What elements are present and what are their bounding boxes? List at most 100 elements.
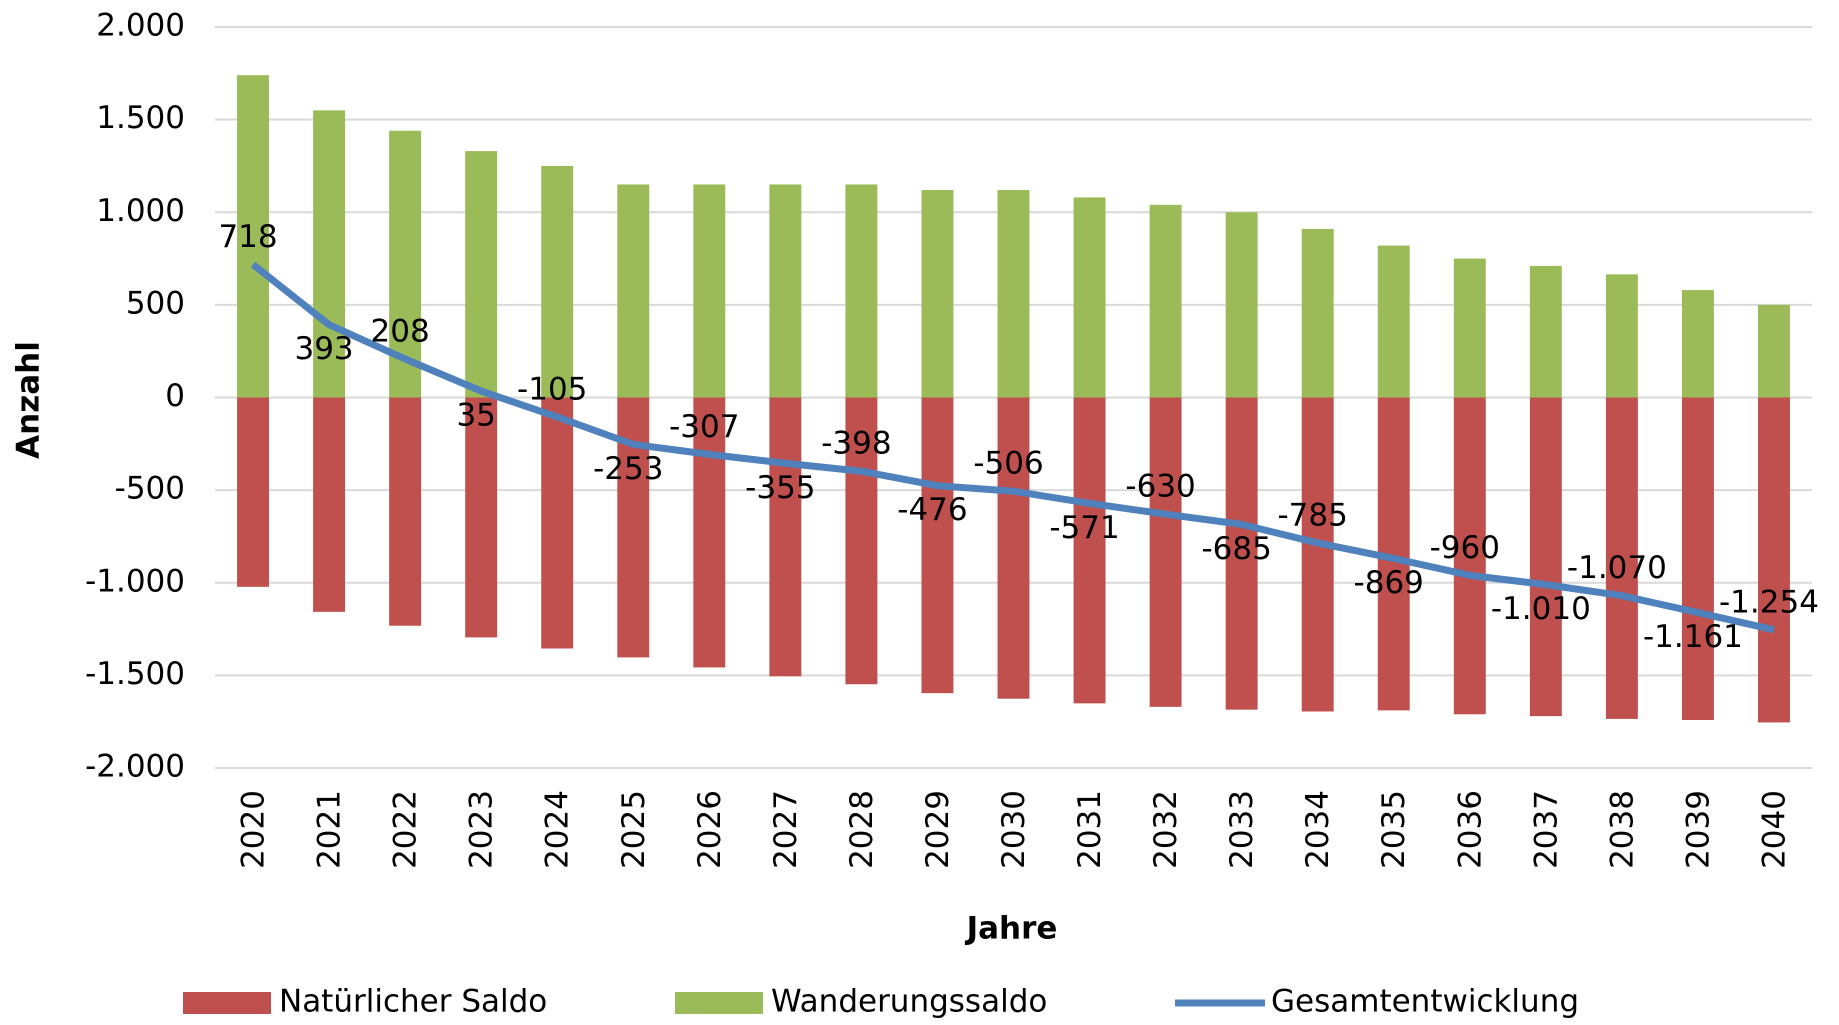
data-label: -476 [897, 492, 967, 528]
legend-label: Gesamtentwicklung [1271, 984, 1579, 1020]
x-tick-label: 2029 [920, 790, 956, 869]
x-tick-label: 2024 [540, 790, 576, 869]
data-label: -785 [1278, 497, 1348, 533]
x-tick-label: 2036 [1452, 790, 1488, 869]
bar [1301, 397, 1334, 712]
data-label: -1.161 [1643, 619, 1743, 655]
bar [997, 190, 1030, 398]
data-label: -307 [669, 409, 739, 445]
x-tick-label: 2025 [616, 790, 652, 869]
bar [465, 397, 498, 638]
bar [1681, 290, 1714, 398]
x-tick-label: 2030 [996, 790, 1032, 869]
bar [693, 397, 726, 668]
data-label: 718 [218, 219, 277, 255]
data-label: -355 [745, 470, 815, 506]
bar [1758, 304, 1790, 398]
y-tick-label: 1.500 [96, 100, 185, 136]
y-tick-label: -2.000 [85, 749, 185, 785]
bar [1301, 228, 1334, 398]
line [250, 261, 1775, 634]
bar [1377, 245, 1410, 398]
data-label: 393 [294, 331, 353, 367]
bar [541, 397, 574, 649]
bar [1605, 397, 1638, 719]
data-label: -571 [1049, 510, 1119, 546]
legend-label: Wanderungssaldo [771, 984, 1047, 1020]
x-tick-label: 2021 [312, 790, 348, 869]
x-tick-label: 2032 [1148, 790, 1184, 869]
y-tick-label: 500 [126, 285, 185, 321]
data-label: -253 [593, 451, 663, 487]
bar [1073, 197, 1106, 398]
y-tick-label: -1.000 [85, 563, 185, 599]
legend-swatch [675, 992, 763, 1014]
x-tick-label: 2040 [1756, 790, 1792, 869]
data-label: -960 [1430, 530, 1500, 566]
bar [921, 190, 954, 398]
data-label: -869 [1354, 565, 1424, 601]
x-tick-label: 2031 [1072, 790, 1108, 869]
bar [1529, 397, 1562, 717]
bar [845, 184, 878, 398]
bar [1453, 397, 1486, 715]
y-tick-label: -500 [115, 471, 185, 507]
bar [1073, 397, 1106, 704]
bar [1225, 212, 1258, 398]
x-tick-label: 2020 [236, 790, 272, 869]
data-label: -398 [821, 426, 891, 462]
bar [769, 397, 802, 677]
bar [237, 397, 269, 587]
y-tick-label: -1.500 [85, 656, 185, 692]
bar [1149, 397, 1182, 707]
data-label: -1.070 [1567, 550, 1667, 586]
bar [997, 397, 1030, 699]
bar [617, 184, 650, 398]
data-label: -630 [1125, 469, 1195, 505]
data-label: 35 [456, 398, 495, 434]
data-label: -1.010 [1491, 591, 1591, 627]
bar [1453, 258, 1486, 398]
bar [617, 397, 650, 658]
y-axis-title: Anzahl [11, 341, 47, 459]
bar [389, 397, 422, 626]
x-tick-label: 2028 [844, 790, 880, 869]
x-axis-title: Jahre [965, 911, 1058, 947]
y-tick-label: 0 [165, 378, 185, 414]
bar [1149, 204, 1182, 398]
bar [541, 165, 574, 398]
x-tick-label: 2022 [388, 790, 424, 869]
x-tick-label: 2034 [1300, 790, 1336, 869]
x-tick-label: 2039 [1680, 790, 1716, 869]
bar [465, 151, 498, 398]
bar [845, 397, 878, 685]
bar [1605, 274, 1638, 398]
bar [237, 75, 269, 398]
legend-label: Natürlicher Saldo [279, 984, 547, 1020]
data-label: 208 [371, 313, 430, 349]
bar [313, 110, 346, 398]
data-label: -506 [973, 446, 1043, 482]
legend-swatch [183, 992, 271, 1014]
x-tick-label: 2026 [692, 790, 728, 869]
data-label: -105 [517, 371, 587, 407]
x-tick-label: 2033 [1224, 790, 1260, 869]
bar [1225, 397, 1258, 710]
x-tick-label: 2038 [1604, 790, 1640, 869]
x-tick-label: 2023 [464, 790, 500, 869]
bar [313, 397, 346, 612]
x-tick-label: 2035 [1376, 790, 1412, 869]
x-tick-label: 2037 [1528, 790, 1564, 869]
y-tick-label: 1.000 [96, 193, 185, 229]
data-label: -1.254 [1719, 584, 1819, 620]
bar [769, 184, 802, 398]
bar [693, 184, 726, 398]
bar [1529, 265, 1562, 398]
bar [1681, 397, 1714, 721]
data-label: -685 [1201, 531, 1271, 567]
bar [921, 397, 954, 694]
y-tick-label: 2.000 [96, 8, 185, 44]
bar [1758, 397, 1790, 723]
x-tick-label: 2027 [768, 790, 804, 869]
